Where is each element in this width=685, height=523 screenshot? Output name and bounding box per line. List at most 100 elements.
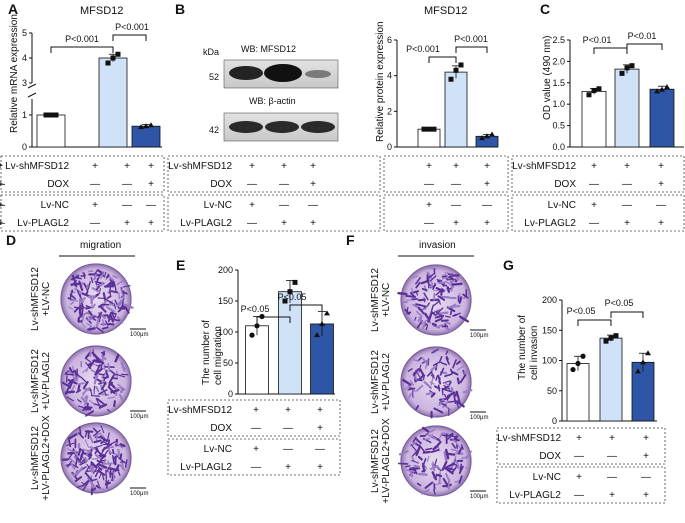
- stained-cell: [67, 378, 78, 385]
- stained-cell: [111, 280, 115, 288]
- stained-cell: [117, 448, 121, 455]
- stained-cell: [97, 303, 104, 308]
- stained-cell: [79, 300, 85, 304]
- y-tick-label: 0.5: [552, 121, 565, 131]
- row-label-line2: +LV-NC: [41, 282, 52, 317]
- stained-cell: [456, 442, 462, 449]
- stained-cell: [449, 308, 453, 316]
- stained-cell: [409, 380, 415, 386]
- stained-cell: [449, 279, 456, 284]
- panel-e-ylabel-1: The number of: [201, 320, 212, 385]
- bar-plagl2-dox: [131, 125, 161, 148]
- panel-letter-a: A: [8, 1, 18, 17]
- p-value-label: P<0.05: [241, 304, 270, 314]
- data-point: [619, 70, 625, 76]
- significance-bracket: [577, 319, 612, 326]
- p-value-label: P<0.001: [65, 34, 99, 44]
- stained-cell: [85, 290, 89, 296]
- stained-cell: [95, 484, 101, 489]
- stained-cell: [111, 312, 116, 320]
- stained-cell: [83, 395, 87, 400]
- stained-cell: [108, 288, 111, 294]
- stained-cell: [106, 295, 112, 300]
- stained-cell: [448, 432, 454, 437]
- stained-cell: [118, 463, 126, 472]
- stained-cell: [116, 315, 123, 324]
- stained-cell: [433, 407, 444, 414]
- stained-cell: [89, 465, 94, 473]
- y-tick-label: 150: [218, 296, 233, 306]
- row-label: Lv-PLAGL2: [509, 490, 561, 501]
- band-mfsd12-lane3: [305, 70, 331, 78]
- data-point: [431, 126, 437, 132]
- stained-cell: [72, 376, 79, 382]
- condition-sign: —: [607, 472, 617, 483]
- stained-cell: [435, 375, 438, 381]
- stained-cell: [107, 460, 111, 467]
- row-label: Lv-shMFSD12: [168, 405, 232, 416]
- stained-cell: [109, 440, 117, 445]
- stained-cell: [432, 461, 435, 466]
- stained-cell: [402, 378, 412, 386]
- stained-cell: [410, 275, 419, 279]
- chart-a-axis-break-1: [27, 83, 37, 89]
- condition-sign: +: [317, 462, 323, 473]
- well-3: 100μm Lv-shMFSD12 +LV-PLAGL2+DOX: [370, 418, 488, 504]
- condition-sign: —: [90, 218, 100, 229]
- stained-cell: [413, 375, 418, 381]
- stained-cell: [445, 462, 455, 468]
- stained-cell: [455, 360, 461, 365]
- data-point: [282, 298, 288, 304]
- stained-cell: [438, 377, 441, 383]
- condition-sign: +: [148, 161, 154, 172]
- condition-sign: —: [0, 218, 5, 229]
- scale-label: 100μm: [130, 414, 148, 420]
- stained-cell: [440, 289, 443, 296]
- data-point: [148, 122, 154, 128]
- table-box-bottom: [383, 194, 509, 232]
- stained-cell: [90, 294, 96, 304]
- stained-cell: [68, 433, 78, 440]
- stained-cell: [81, 482, 85, 485]
- stained-cell: [61, 381, 69, 387]
- data-point: [254, 323, 260, 329]
- mw-42: 42: [209, 125, 219, 135]
- stained-cell: [86, 314, 97, 318]
- data-point: [105, 60, 111, 66]
- stained-cell: [74, 457, 78, 468]
- condition-sign: +: [317, 423, 323, 434]
- stained-cell: [119, 453, 123, 460]
- stained-cell: [444, 467, 455, 471]
- stained-cell: [425, 358, 429, 369]
- stained-cell: [101, 387, 107, 396]
- condition-sign: —: [247, 218, 257, 229]
- significance-bracket: [610, 311, 644, 318]
- stained-cell: [85, 410, 95, 417]
- stained-cell: [425, 324, 429, 331]
- stained-cell: [71, 365, 75, 372]
- y-tick-label: 50: [547, 386, 557, 396]
- stained-cell: [77, 306, 82, 312]
- stained-cell: [424, 312, 430, 320]
- data-point: [645, 350, 651, 356]
- condition-sign: +: [249, 161, 255, 172]
- condition-sign: —: [251, 462, 261, 473]
- stained-cell: [100, 351, 106, 356]
- y-tick-label: 0: [552, 416, 557, 426]
- stained-cell: [121, 299, 124, 307]
- stained-cell: [122, 285, 131, 288]
- condition-sign: —: [641, 472, 651, 483]
- condition-sign: +: [453, 218, 459, 229]
- panel-g: G The number of cell invasion 0 50 100 150 2…: [503, 257, 657, 426]
- stained-cell: [68, 306, 74, 310]
- stained-cell: [85, 472, 93, 482]
- row-label-line2: +LV-PLAGL2: [381, 353, 392, 411]
- stained-cell: [443, 393, 449, 401]
- stained-cell: [405, 465, 411, 468]
- stained-cell: [431, 348, 439, 354]
- stained-cell: [431, 433, 434, 440]
- bar-plagl2: [98, 57, 128, 148]
- stained-cell: [94, 448, 99, 455]
- stained-cell: [445, 472, 450, 482]
